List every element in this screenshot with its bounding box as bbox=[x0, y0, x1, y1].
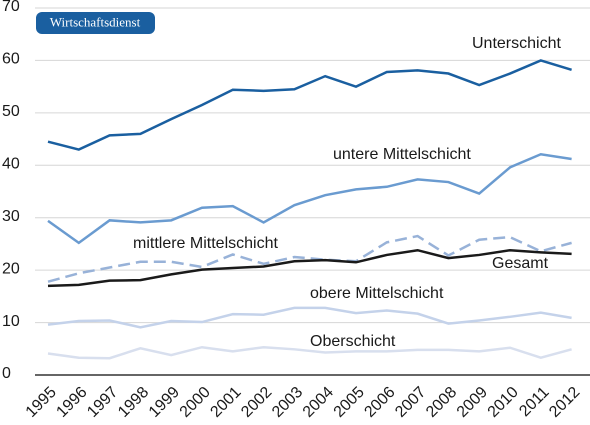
series-label: Gesamt bbox=[492, 255, 549, 272]
x-tick-label: 2005 bbox=[331, 384, 368, 421]
x-tick-label: 2007 bbox=[392, 384, 429, 421]
series-label: mittlere Mittelschicht bbox=[133, 235, 278, 252]
y-tick-label: 70 bbox=[2, 0, 20, 15]
y-tick-label: 60 bbox=[2, 51, 20, 68]
series-label: obere Mittelschicht bbox=[310, 285, 444, 302]
y-tick-label: 20 bbox=[2, 260, 20, 277]
badge: Wirtschaftsdienst bbox=[50, 14, 141, 29]
x-tick-label: 1997 bbox=[84, 384, 121, 421]
x-tick-label: 1999 bbox=[146, 384, 183, 421]
x-tick-label: 2009 bbox=[454, 384, 491, 421]
x-tick-label: 2003 bbox=[269, 384, 306, 421]
series-line bbox=[47, 306, 572, 329]
x-tick-label: 2008 bbox=[423, 384, 460, 421]
series-line bbox=[47, 59, 572, 151]
x-tick-label: 1998 bbox=[115, 384, 152, 421]
badge-box bbox=[36, 12, 155, 34]
series-line bbox=[47, 248, 572, 288]
series-line bbox=[47, 345, 572, 360]
y-tick-label: 30 bbox=[2, 208, 20, 225]
x-tick-label: 2001 bbox=[207, 384, 244, 421]
series-label: Oberschicht bbox=[310, 333, 396, 350]
x-tick-label: 2012 bbox=[546, 384, 583, 421]
x-tick-label: 2010 bbox=[485, 384, 522, 421]
y-tick-label: 40 bbox=[2, 156, 20, 173]
y-tick-label: 0 bbox=[2, 365, 11, 382]
series-line bbox=[47, 234, 572, 283]
x-tick-label: 2000 bbox=[177, 384, 214, 421]
x-tick-label: 2004 bbox=[300, 384, 337, 421]
y-tick-label: 10 bbox=[2, 313, 20, 330]
x-tick-label: 2011 bbox=[516, 384, 552, 420]
series-label: Unterschicht bbox=[472, 35, 561, 52]
series-line bbox=[47, 152, 572, 245]
series-label: untere Mittelschicht bbox=[333, 146, 471, 163]
x-tick-label: 1996 bbox=[53, 384, 90, 421]
y-tick-label: 50 bbox=[2, 103, 20, 120]
x-tick-label: 1995 bbox=[23, 384, 60, 421]
x-tick-label: 2006 bbox=[361, 384, 398, 421]
x-tick-label: 2002 bbox=[238, 384, 275, 421]
